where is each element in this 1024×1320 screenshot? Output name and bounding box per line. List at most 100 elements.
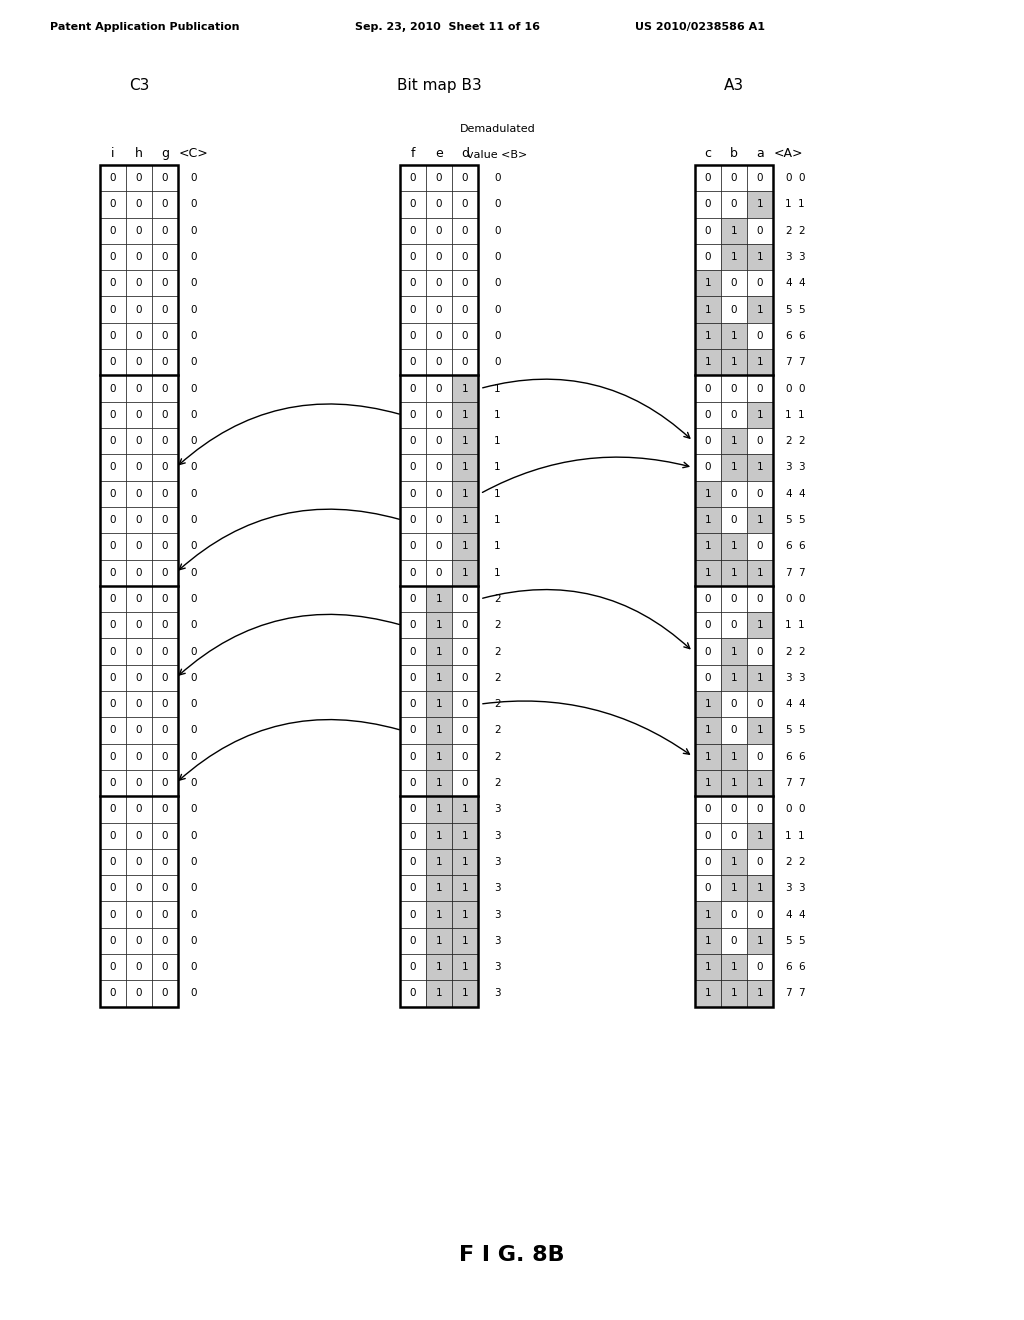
Text: 0: 0 xyxy=(190,726,197,735)
Text: 0: 0 xyxy=(110,358,117,367)
Bar xyxy=(695,981,721,1007)
Bar xyxy=(100,717,126,743)
Text: 0: 0 xyxy=(136,777,142,788)
Bar xyxy=(452,401,478,428)
Text: 1: 1 xyxy=(757,726,763,735)
Text: 6: 6 xyxy=(799,541,805,552)
Text: 0: 0 xyxy=(190,777,197,788)
Text: 3: 3 xyxy=(785,883,792,894)
Text: 3: 3 xyxy=(495,936,501,946)
Bar xyxy=(426,428,452,454)
Text: 3: 3 xyxy=(495,962,501,972)
Text: 0: 0 xyxy=(495,226,501,236)
Text: g: g xyxy=(161,147,169,160)
Bar xyxy=(746,665,773,690)
Text: 0: 0 xyxy=(110,726,117,735)
Text: 1: 1 xyxy=(757,199,763,210)
Bar xyxy=(100,796,126,822)
Text: 1: 1 xyxy=(731,777,737,788)
Text: 1: 1 xyxy=(462,989,468,998)
Text: 2: 2 xyxy=(785,647,792,656)
Bar xyxy=(746,875,773,902)
Text: 0: 0 xyxy=(136,226,142,236)
Text: 1: 1 xyxy=(731,857,737,867)
Bar xyxy=(152,902,178,928)
Bar xyxy=(695,401,721,428)
Bar xyxy=(746,375,773,401)
Text: 0: 0 xyxy=(436,252,442,263)
Bar xyxy=(452,743,478,770)
Bar xyxy=(400,323,426,348)
Text: 0: 0 xyxy=(757,226,763,236)
Text: 1: 1 xyxy=(757,673,763,682)
Bar xyxy=(400,244,426,271)
Text: 0: 0 xyxy=(110,989,117,998)
Text: 2: 2 xyxy=(799,647,805,656)
Bar xyxy=(126,954,152,981)
Text: 1: 1 xyxy=(757,409,763,420)
Bar xyxy=(126,165,152,191)
Bar xyxy=(452,507,478,533)
Text: 0: 0 xyxy=(436,541,442,552)
Text: 0: 0 xyxy=(190,830,197,841)
Text: 0: 0 xyxy=(110,279,117,288)
Text: 0: 0 xyxy=(731,700,737,709)
Text: 4: 4 xyxy=(799,488,805,499)
Bar xyxy=(452,218,478,244)
Bar xyxy=(126,612,152,639)
Text: 0: 0 xyxy=(731,488,737,499)
Bar xyxy=(721,875,746,902)
Bar xyxy=(100,165,126,191)
Bar xyxy=(746,507,773,533)
Text: 1: 1 xyxy=(462,857,468,867)
Text: 0: 0 xyxy=(136,436,142,446)
Bar xyxy=(452,849,478,875)
Text: 0: 0 xyxy=(110,777,117,788)
Text: 5: 5 xyxy=(799,305,805,314)
Text: 0: 0 xyxy=(136,358,142,367)
Text: 0: 0 xyxy=(190,647,197,656)
Bar xyxy=(152,560,178,586)
Bar xyxy=(721,743,746,770)
Bar xyxy=(426,165,452,191)
Text: 0: 0 xyxy=(410,331,416,341)
Text: 0: 0 xyxy=(757,700,763,709)
Text: 0: 0 xyxy=(410,462,416,473)
Bar xyxy=(721,165,746,191)
Bar xyxy=(746,796,773,822)
Text: 0: 0 xyxy=(162,409,168,420)
Bar xyxy=(426,586,452,612)
Text: 0: 0 xyxy=(410,857,416,867)
Bar xyxy=(152,165,178,191)
Bar xyxy=(452,690,478,717)
Text: 0: 0 xyxy=(162,936,168,946)
Text: 0: 0 xyxy=(162,252,168,263)
Bar xyxy=(695,507,721,533)
Text: 0: 0 xyxy=(190,673,197,682)
Text: 0: 0 xyxy=(705,199,712,210)
Bar xyxy=(452,191,478,218)
Text: 1: 1 xyxy=(757,462,763,473)
Text: 0: 0 xyxy=(705,883,712,894)
Bar xyxy=(746,639,773,665)
Bar xyxy=(100,849,126,875)
Text: 0: 0 xyxy=(410,777,416,788)
Bar xyxy=(152,480,178,507)
Bar xyxy=(426,796,452,822)
Text: 0: 0 xyxy=(436,568,442,578)
Text: 1: 1 xyxy=(731,541,737,552)
Text: 0: 0 xyxy=(162,647,168,656)
Text: 0: 0 xyxy=(436,409,442,420)
Bar xyxy=(426,323,452,348)
Bar xyxy=(746,218,773,244)
Text: 2: 2 xyxy=(495,647,501,656)
Text: 0: 0 xyxy=(110,436,117,446)
Text: 0: 0 xyxy=(462,752,468,762)
Bar xyxy=(721,507,746,533)
Text: 0: 0 xyxy=(162,331,168,341)
Text: 0: 0 xyxy=(410,384,416,393)
Text: 6: 6 xyxy=(799,331,805,341)
Bar xyxy=(721,586,746,612)
Text: 0: 0 xyxy=(705,857,712,867)
Text: 1: 1 xyxy=(799,620,805,630)
